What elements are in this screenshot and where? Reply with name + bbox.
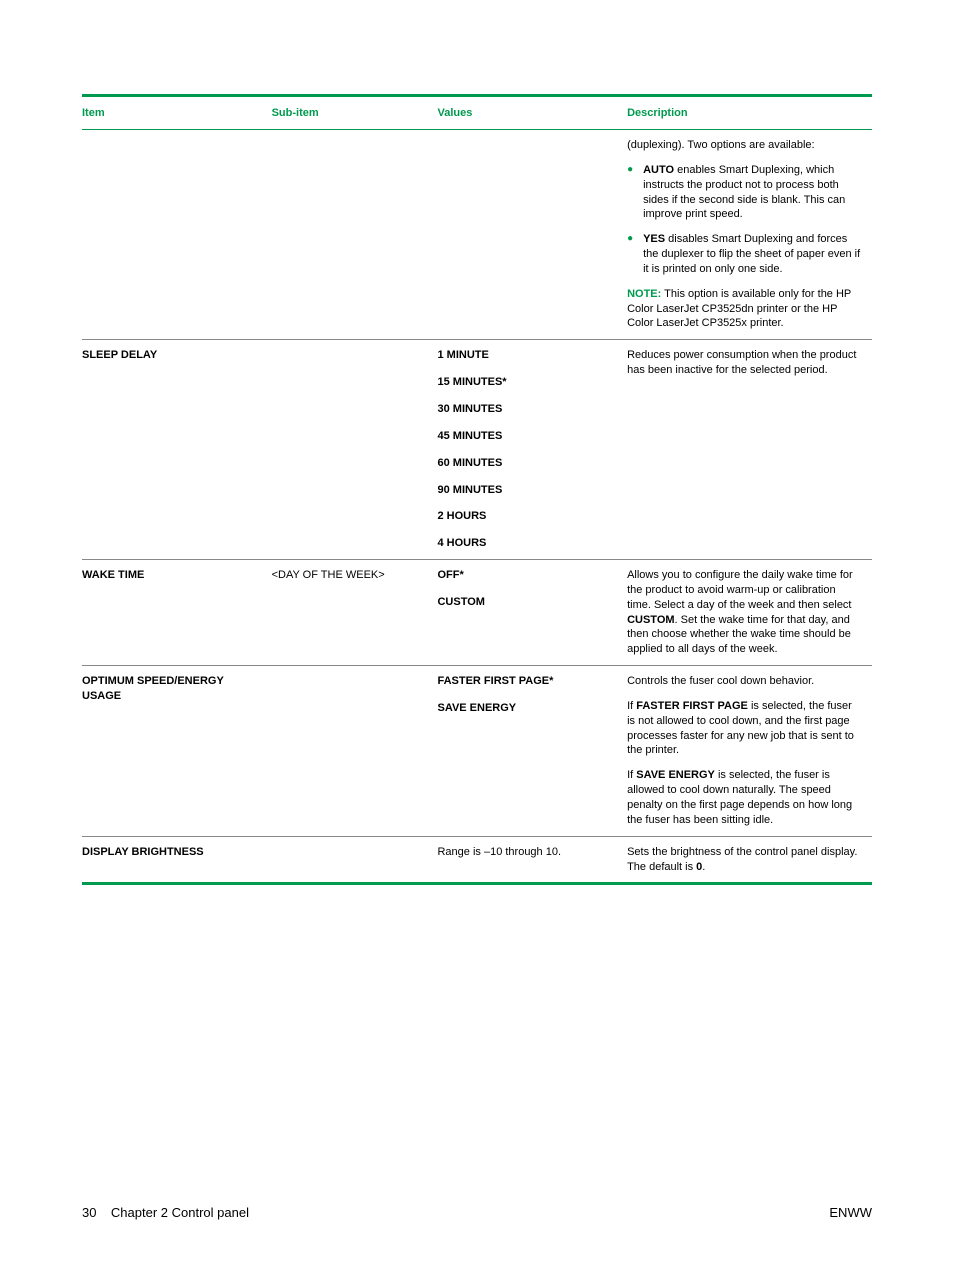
chapter-label: Chapter 2 Control panel — [111, 1205, 249, 1220]
value-option: CUSTOM — [437, 595, 617, 610]
cell-item: SLEEP DELAY — [82, 340, 272, 560]
settings-table: Item Sub-item Values Description (duplex… — [82, 94, 872, 885]
footer-left: 30 Chapter 2 Control panel — [82, 1205, 249, 1220]
cell-item: WAKE TIME — [82, 560, 272, 666]
table-row: DISPLAY BRIGHTNESS Range is –10 through 1… — [82, 836, 872, 884]
cell-subitem — [272, 340, 438, 560]
table-row: OPTIMUM SPEED/ENERGY USAGE FASTER FIRST P… — [82, 666, 872, 837]
page-number: 30 — [82, 1205, 96, 1220]
page-footer: 30 Chapter 2 Control panel ENWW — [82, 1205, 872, 1220]
cell-values: FASTER FIRST PAGE* SAVE ENERGY — [437, 666, 627, 837]
value-option: 15 MINUTES* — [437, 375, 617, 390]
cell-values: OFF* CUSTOM — [437, 560, 627, 666]
cell-subitem — [272, 130, 438, 340]
cell-subitem — [272, 836, 438, 884]
footer-right: ENWW — [829, 1205, 872, 1220]
cell-item: OPTIMUM SPEED/ENERGY USAGE — [82, 666, 272, 837]
table-header-row: Item Sub-item Values Description — [82, 96, 872, 130]
value-option: 2 HOURS — [437, 509, 617, 524]
cell-description: Allows you to configure the daily wake t… — [627, 560, 872, 666]
value-option: SAVE ENERGY — [437, 701, 617, 716]
col-item: Item — [82, 96, 272, 130]
cell-values — [437, 130, 627, 340]
value-option: 60 MINUTES — [437, 456, 617, 471]
cell-subitem: <DAY OF THE WEEK> — [272, 560, 438, 666]
value-option: 30 MINUTES — [437, 402, 617, 417]
cell-description: Reduces power consumption when the produ… — [627, 340, 872, 560]
value-option: FASTER FIRST PAGE* — [437, 674, 617, 689]
cell-subitem — [272, 666, 438, 837]
note-label: NOTE: — [627, 288, 661, 300]
cell-values: Range is –10 through 10. — [437, 836, 627, 884]
cell-description: Controls the fuser cool down behavior.If… — [627, 666, 872, 837]
bullet-icon: ● — [627, 232, 643, 277]
value-option: 90 MINUTES — [437, 483, 617, 498]
col-subitem: Sub-item — [272, 96, 438, 130]
col-values: Values — [437, 96, 627, 130]
bullet-item: ●AUTO enables Smart Duplexing, which ins… — [627, 163, 862, 222]
cell-item: DISPLAY BRIGHTNESS — [82, 836, 272, 884]
cell-item — [82, 130, 272, 340]
value-option: OFF* — [437, 568, 617, 583]
bullet-icon: ● — [627, 163, 643, 222]
table-row: (duplexing). Two options are available:●… — [82, 130, 872, 340]
table-row: WAKE TIME<DAY OF THE WEEK>OFF* CUSTOM Allo… — [82, 560, 872, 666]
table-row: SLEEP DELAY 1 MINUTE 15 MINUTES* 30 MINUTES… — [82, 340, 872, 560]
cell-description: Sets the brightness of the control panel… — [627, 836, 872, 884]
cell-values: 1 MINUTE 15 MINUTES* 30 MINUTES 45 MINUTES 6… — [437, 340, 627, 560]
cell-description: (duplexing). Two options are available:●… — [627, 130, 872, 340]
value-option: 1 MINUTE — [437, 348, 617, 363]
col-description: Description — [627, 96, 872, 130]
value-option: 4 HOURS — [437, 536, 617, 551]
bullet-item: ●YES disables Smart Duplexing and forces… — [627, 232, 862, 277]
value-option: 45 MINUTES — [437, 429, 617, 444]
